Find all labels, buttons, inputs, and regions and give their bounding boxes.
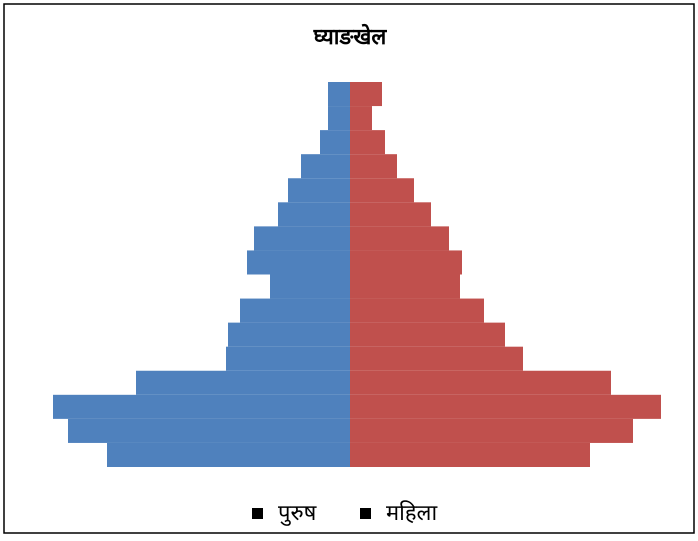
bar — [288, 178, 350, 203]
bar — [247, 250, 350, 275]
bar — [328, 82, 350, 107]
bar — [350, 322, 505, 347]
bar — [350, 106, 372, 131]
legend-label: महिला — [386, 500, 437, 526]
bar — [350, 442, 590, 467]
bar — [350, 226, 449, 251]
legend-label: पुरुष — [278, 501, 318, 526]
bar — [301, 154, 350, 179]
bar — [350, 178, 414, 203]
bar — [350, 298, 484, 323]
bar — [254, 226, 350, 251]
chart-title: घ्याङखेल — [313, 23, 388, 50]
bar — [350, 154, 397, 179]
bar — [350, 394, 661, 419]
bar — [320, 130, 350, 155]
bar — [350, 418, 633, 443]
bar — [328, 106, 350, 131]
bar — [107, 442, 350, 467]
bar — [68, 418, 350, 443]
bar — [53, 394, 350, 419]
bar — [228, 322, 350, 347]
bar — [136, 370, 350, 395]
bar — [270, 274, 350, 299]
bar — [350, 82, 382, 107]
bar — [350, 274, 460, 299]
bar — [350, 250, 462, 275]
legend-marker — [252, 508, 263, 519]
bar — [350, 346, 523, 371]
bar — [350, 130, 385, 155]
bar — [350, 202, 431, 227]
bar — [240, 298, 350, 323]
bar — [226, 346, 350, 371]
bar — [350, 370, 611, 395]
bar — [278, 202, 350, 227]
legend-marker — [360, 508, 371, 519]
